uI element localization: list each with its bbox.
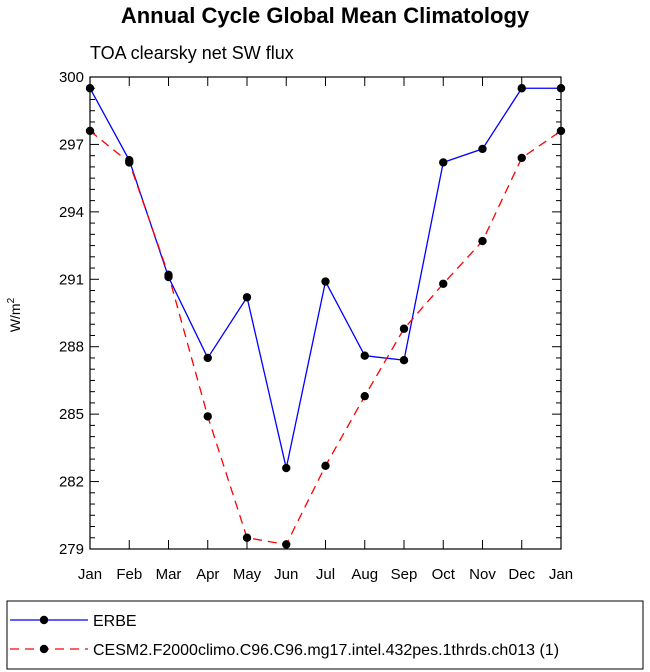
data-point-series-1 [164,270,173,279]
data-point-series-0 [360,351,369,360]
legend-marker-0 [39,615,49,625]
x-tick-label: Aug [351,566,378,583]
data-point-series-0 [85,84,95,93]
data-point-series-1 [125,158,134,167]
y-tick-label: 279 [59,541,84,558]
data-point-series-1 [556,126,566,136]
data-point-series-1 [439,279,448,288]
legend-label-erbe: ERBE [93,613,137,630]
data-point-series-1 [85,126,95,136]
data-point-series-1 [399,324,409,333]
y-tick-label: 288 [59,339,84,356]
legend-label-cesm2: CESM2.F2000climo.C96.C96.mg17.intel.432p… [93,642,559,659]
x-tick-label: May [233,566,262,583]
y-tick-label: 300 [59,69,84,86]
x-tick-label: Oct [432,566,456,583]
data-point-series-1 [282,540,291,549]
data-point-series-0 [321,277,330,286]
x-tick-label: Nov [469,566,496,583]
x-tick-label: Mar [156,566,182,583]
legend: ERBE CESM2.F2000climo.C96.C96.mg17.intel… [10,613,559,659]
chart-title: Annual Cycle Global Mean Climatology [121,3,530,28]
data-point-series-0 [478,144,487,154]
data-point-series-1 [360,391,369,401]
data-point-series-0 [282,463,291,473]
data-point-series-0 [399,356,409,365]
plot-frame [89,76,562,550]
x-tick-label: Feb [116,566,142,583]
data-point-series-0 [439,158,448,167]
data-point-series-1 [321,461,330,471]
y-tick-label: 294 [59,204,84,221]
legend-marker-1 [39,644,49,654]
data-point-series-1 [242,533,252,542]
y-tick-label: 282 [59,474,84,491]
data-point-series-0 [203,353,212,363]
y-tick-label: 297 [59,136,84,153]
y-axis-label: W/m2 [6,297,23,332]
series-line-1 [89,130,562,546]
data-point-series-0 [242,293,252,302]
y-tick-label: 285 [59,406,84,423]
plot-area: 279 282 285 288 291 294 297 300 Jan Feb Mar Apr May J… [59,69,573,583]
x-tick-label: Jul [316,566,335,583]
data-point-series-0 [556,84,566,93]
data-point-series-1 [203,412,212,421]
legend-box [6,600,644,670]
data-point-series-1 [478,236,487,246]
x-tick-label: Apr [196,566,219,583]
x-tick-label: Dec [508,566,535,583]
chart-subtitle: TOA clearsky net SW flux [90,43,294,63]
x-tick-label: Sep [391,566,418,583]
x-tick-label: Jan [549,566,573,583]
x-tick-label: Jun [274,566,298,583]
y-tick-label: 291 [59,271,84,288]
data-point-series-0 [517,84,526,93]
data-point-series-1 [517,153,526,163]
x-tick-label: Jan [78,566,102,583]
